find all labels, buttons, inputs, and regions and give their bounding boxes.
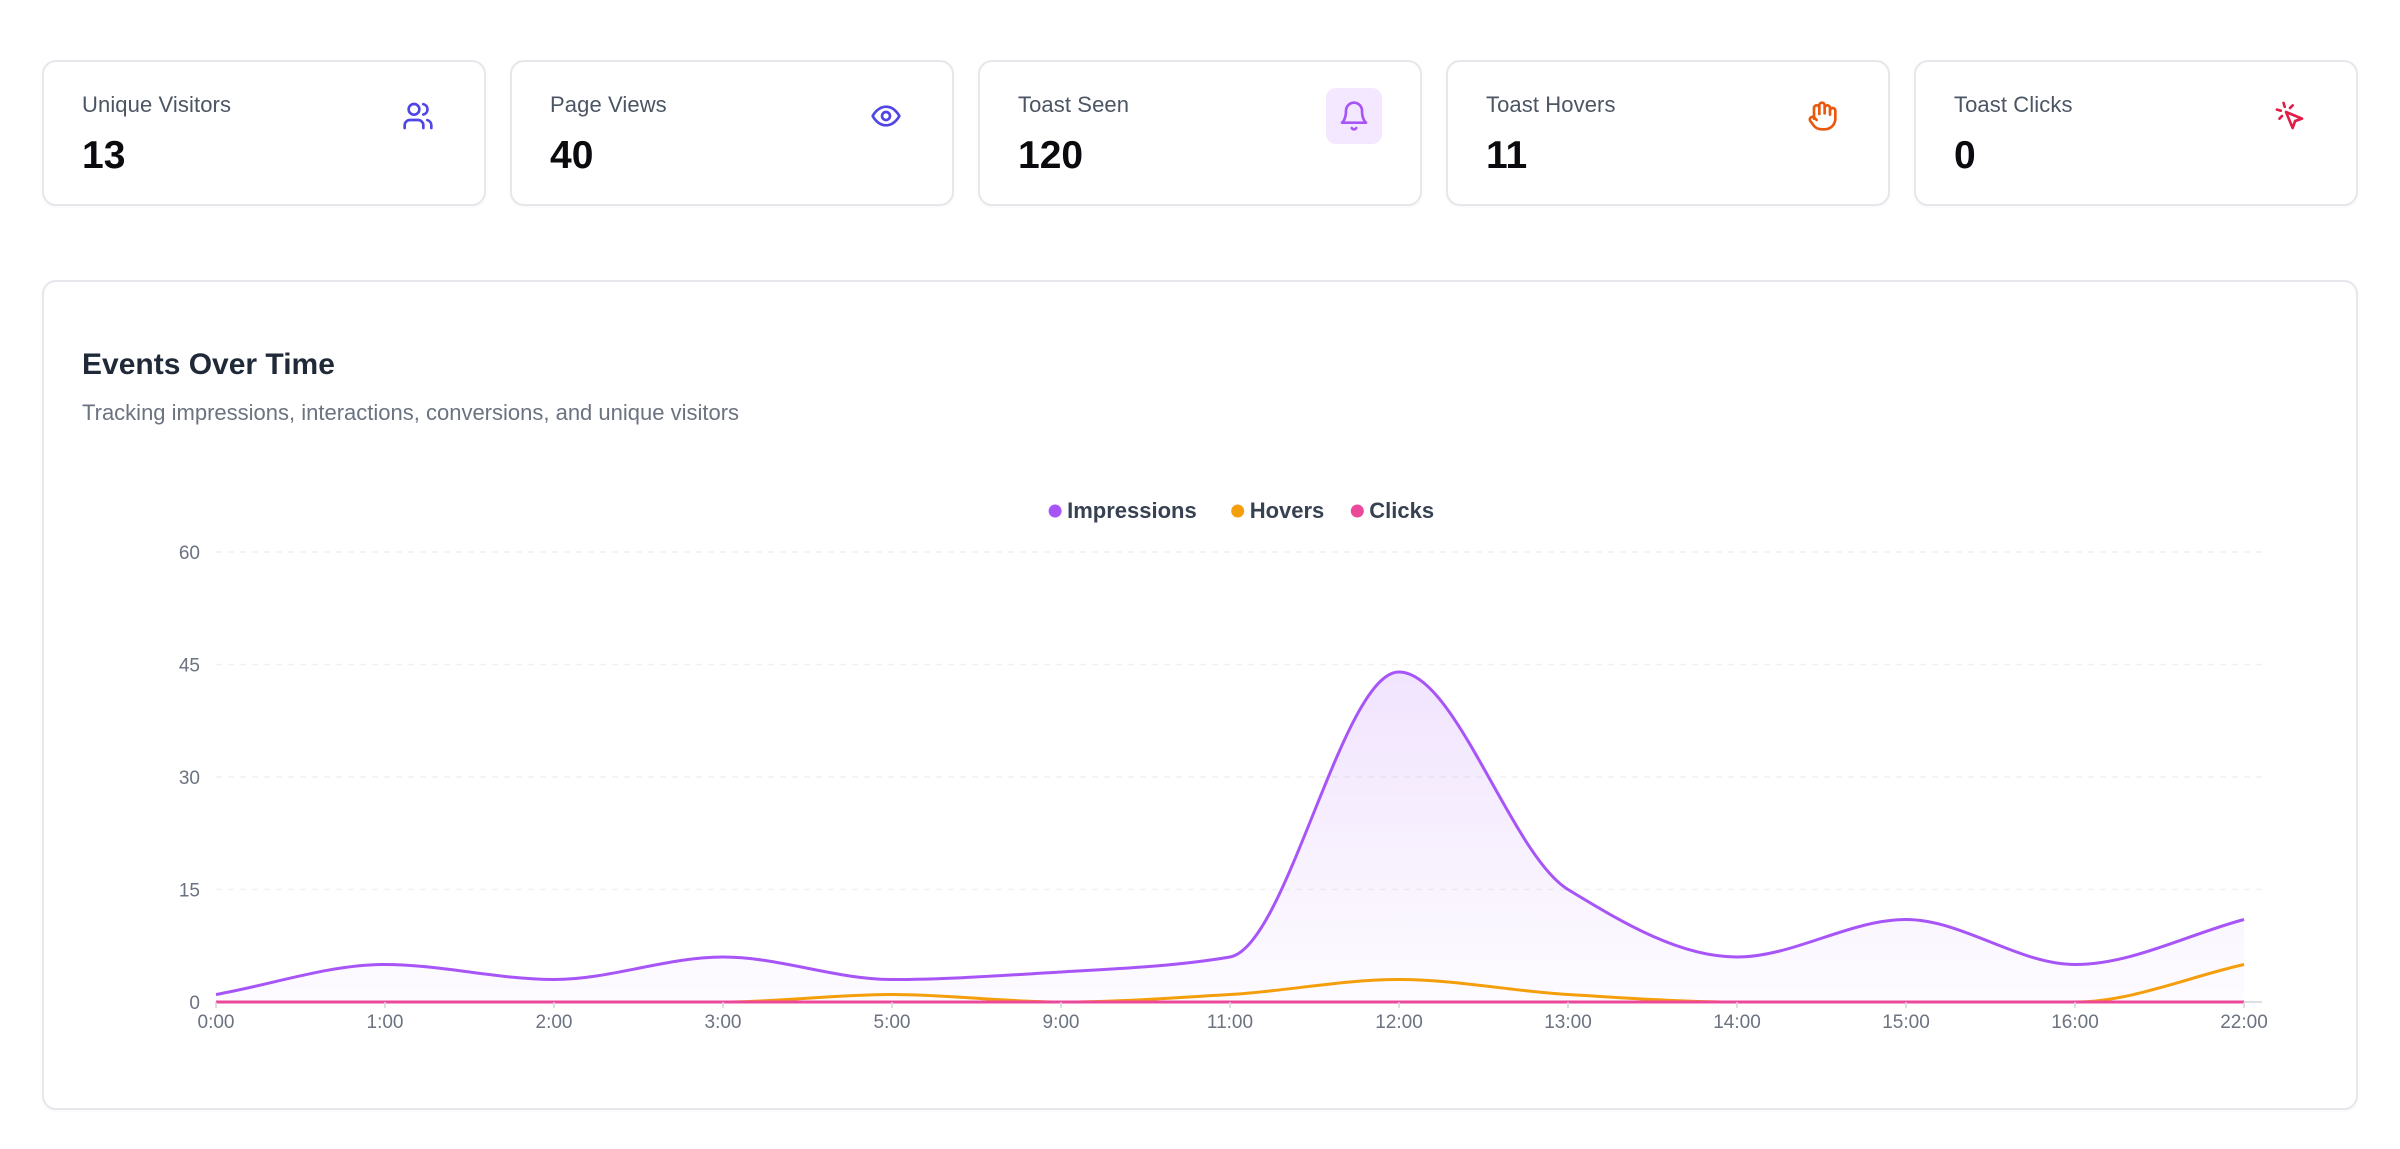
y-tick-label: 30 xyxy=(179,768,200,789)
chart-title: Events Over Time xyxy=(82,348,335,381)
bell-icon xyxy=(1326,88,1382,144)
x-tick-label: 13:00 xyxy=(1544,1012,1592,1033)
stat-card-toast-seen: Toast Seen 120 xyxy=(978,60,1422,206)
events-line-chart: 0 15 30 45 60 0:00 1:00 2:00 3:00 5:00 9:00 11:00 12… xyxy=(179,498,2268,1033)
y-tick-label: 60 xyxy=(179,543,200,564)
stat-label: Toast Seen xyxy=(1018,92,1130,117)
legend-label-clicks: Clicks xyxy=(1369,498,1434,523)
stat-label: Toast Clicks xyxy=(1954,92,2073,117)
stat-label: Page Views xyxy=(550,92,667,117)
legend-label-impressions: Impressions xyxy=(1067,498,1197,523)
legend-swatch-impressions xyxy=(1048,504,1062,518)
x-tick-label: 22:00 xyxy=(2220,1012,2268,1033)
y-tick-label: 45 xyxy=(179,656,200,677)
x-tick-label: 1:00 xyxy=(367,1012,404,1033)
stat-card-page-views: Page Views 40 xyxy=(510,60,954,206)
stat-value: 13 xyxy=(82,134,126,177)
x-tick-label: 9:00 xyxy=(1043,1012,1080,1033)
stat-card-toast-hovers: Toast Hovers 11 xyxy=(1446,60,1890,206)
legend-swatch-clicks xyxy=(1350,504,1364,518)
stat-value: 0 xyxy=(1954,134,1976,177)
stats-row: Unique Visitors 13 Page Views 40 Toast S… xyxy=(42,60,2358,206)
cursor-click-icon xyxy=(2262,88,2318,144)
legend-swatch-hovers xyxy=(1231,504,1245,518)
x-tick-label: 11:00 xyxy=(1207,1012,1253,1033)
x-tick-label: 14:00 xyxy=(1713,1012,1761,1033)
legend-label-hovers: Hovers xyxy=(1250,498,1325,523)
series-area-impressions xyxy=(216,672,2244,1002)
x-tick-label: 15:00 xyxy=(1882,1012,1930,1033)
stat-card-unique-visitors: Unique Visitors 13 xyxy=(42,60,486,206)
x-tick-label: 5:00 xyxy=(874,1012,911,1033)
chart-subtitle: Tracking impressions, interactions, conv… xyxy=(82,400,740,425)
eye-icon xyxy=(858,88,914,144)
users-icon xyxy=(390,88,446,144)
x-tick-label: 2:00 xyxy=(536,1012,573,1033)
events-chart-card: Events Over Time Tracking impressions, i… xyxy=(42,280,2358,1110)
hand-icon xyxy=(1794,88,1850,144)
stat-value: 40 xyxy=(550,134,594,177)
y-tick-label: 15 xyxy=(179,881,200,902)
series-line-impressions xyxy=(215,670,2245,996)
x-tick-label: 12:00 xyxy=(1375,1012,1423,1033)
stat-value: 11 xyxy=(1486,134,1528,177)
x-tick-label: 0:00 xyxy=(198,1012,235,1033)
x-tick-label: 3:00 xyxy=(705,1012,742,1033)
stat-card-toast-clicks: Toast Clicks 0 xyxy=(1914,60,2358,206)
stat-label: Toast Hovers xyxy=(1486,92,1616,117)
y-tick-label: 0 xyxy=(189,993,200,1014)
x-tick-label: 16:00 xyxy=(2051,1012,2099,1033)
stat-label: Unique Visitors xyxy=(82,92,232,117)
stat-value: 120 xyxy=(1018,134,1084,177)
